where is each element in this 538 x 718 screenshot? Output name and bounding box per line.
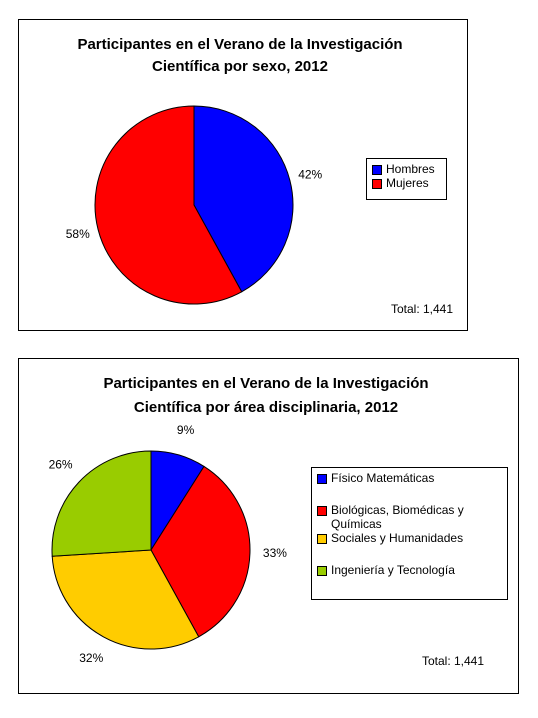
legend-item: Hombres [372,162,441,176]
legend-label: Mujeres [386,176,429,190]
pie-slice [94,105,243,305]
legend-label: Biológicas, Biomédicas y Químicas [331,503,464,531]
legend-swatch [317,566,327,576]
annotation: Total: 1,441 [422,654,484,668]
data-label: 26% [49,457,73,471]
legend-label: Sociales y Humanidades [331,531,464,545]
data-label: 58% [66,227,90,241]
data-label: 42% [298,167,322,181]
chart-title: Participantes en el Verano de la Investi… [77,36,402,53]
legend-swatch [317,534,327,544]
data-label: 9% [177,423,195,437]
annotation: Total: 1,441 [391,302,453,316]
legend-swatch [372,165,382,175]
legend-swatch [317,474,327,484]
legend-label: Hombres [386,162,435,176]
legend-swatch [317,506,327,516]
chart-title: Científica por sexo, 2012 [152,58,328,75]
chart-title: Científica por área disciplinaria, 2012 [134,399,398,416]
legend: Físico Matemáticas Biológicas, Biomédicas… [311,467,508,600]
data-label: 33% [263,546,287,560]
legend-item: Sociales y Humanidades [317,531,502,545]
chart-title: Participantes en el Verano de la Investi… [103,375,428,392]
legend-item: Biológicas, Biomédicas y Químicas [317,503,502,531]
legend: Hombres Mujeres [366,158,447,200]
pie-slice [51,450,152,557]
legend-item: Ingeniería y Tecnología [317,563,502,577]
legend-swatch [372,179,382,189]
legend-label: Físico Matemáticas [331,471,435,485]
data-label: 32% [79,651,103,665]
pie-slice [51,549,200,650]
legend-label: Ingeniería y Tecnología [331,563,455,577]
legend-item: Mujeres [372,176,441,190]
legend-item: Físico Matemáticas [317,471,502,485]
pie-slice [193,105,294,293]
